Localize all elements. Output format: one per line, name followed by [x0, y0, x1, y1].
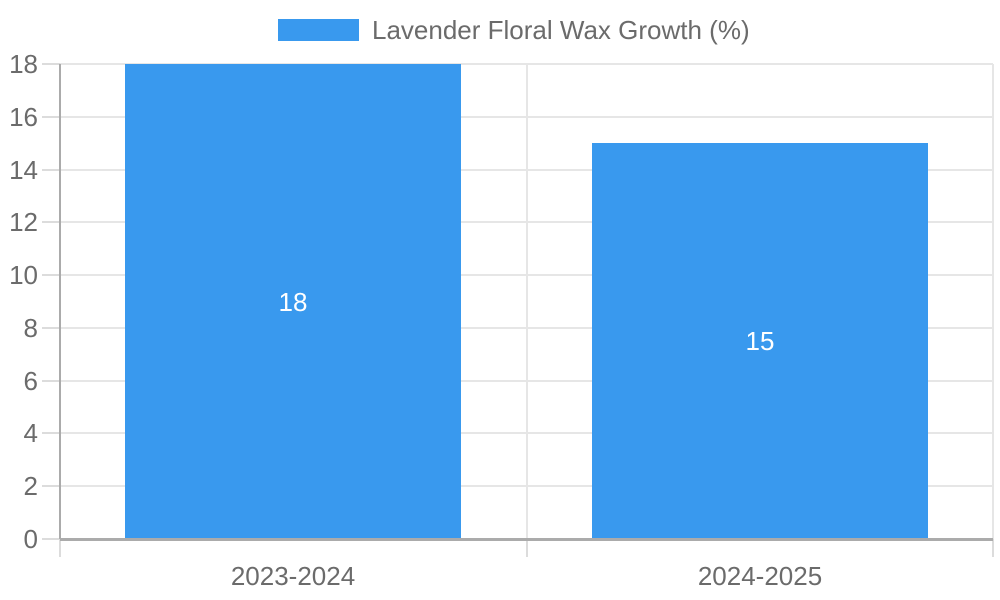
- x-tick: [526, 539, 528, 557]
- y-tick: [42, 169, 60, 171]
- bar-value-label: 15: [745, 326, 775, 356]
- y-tick: [42, 380, 60, 382]
- y-axis-label: 14: [9, 155, 38, 185]
- x-gridline: [526, 64, 528, 539]
- y-tick: [42, 63, 60, 65]
- x-axis-label: 2023-2024: [230, 561, 356, 591]
- x-axis-label: 2024-2025: [697, 561, 823, 591]
- y-tick: [42, 274, 60, 276]
- legend[interactable]: Lavender Floral Wax Growth (%): [278, 16, 750, 44]
- y-tick: [42, 116, 60, 118]
- y-axis-label: 12: [9, 207, 38, 237]
- y-axis-label: 0: [23, 524, 38, 554]
- y-axis-label: 16: [9, 102, 38, 132]
- x-tick: [992, 539, 994, 557]
- bar[interactable]: [592, 143, 928, 538]
- y-tick: [42, 221, 60, 223]
- y-axis-label: 18: [9, 49, 38, 79]
- y-axis-label: 6: [23, 366, 38, 396]
- y-axis-label: 10: [9, 260, 38, 290]
- y-tick: [42, 538, 60, 540]
- legend-swatch-icon: [278, 19, 359, 41]
- y-axis-label: 4: [23, 418, 38, 448]
- x-axis-line: [60, 538, 993, 541]
- y-axis-label: 2: [23, 471, 38, 501]
- bar[interactable]: [125, 64, 461, 538]
- x-tick: [59, 539, 61, 557]
- y-axis-label: 8: [23, 313, 38, 343]
- bar-value-label: 18: [278, 287, 308, 317]
- x-gridline: [992, 64, 994, 539]
- y-tick: [42, 327, 60, 329]
- legend-label: Lavender Floral Wax Growth (%): [372, 15, 750, 45]
- y-tick: [42, 432, 60, 434]
- y-tick: [42, 485, 60, 487]
- y-axis-line: [59, 64, 61, 539]
